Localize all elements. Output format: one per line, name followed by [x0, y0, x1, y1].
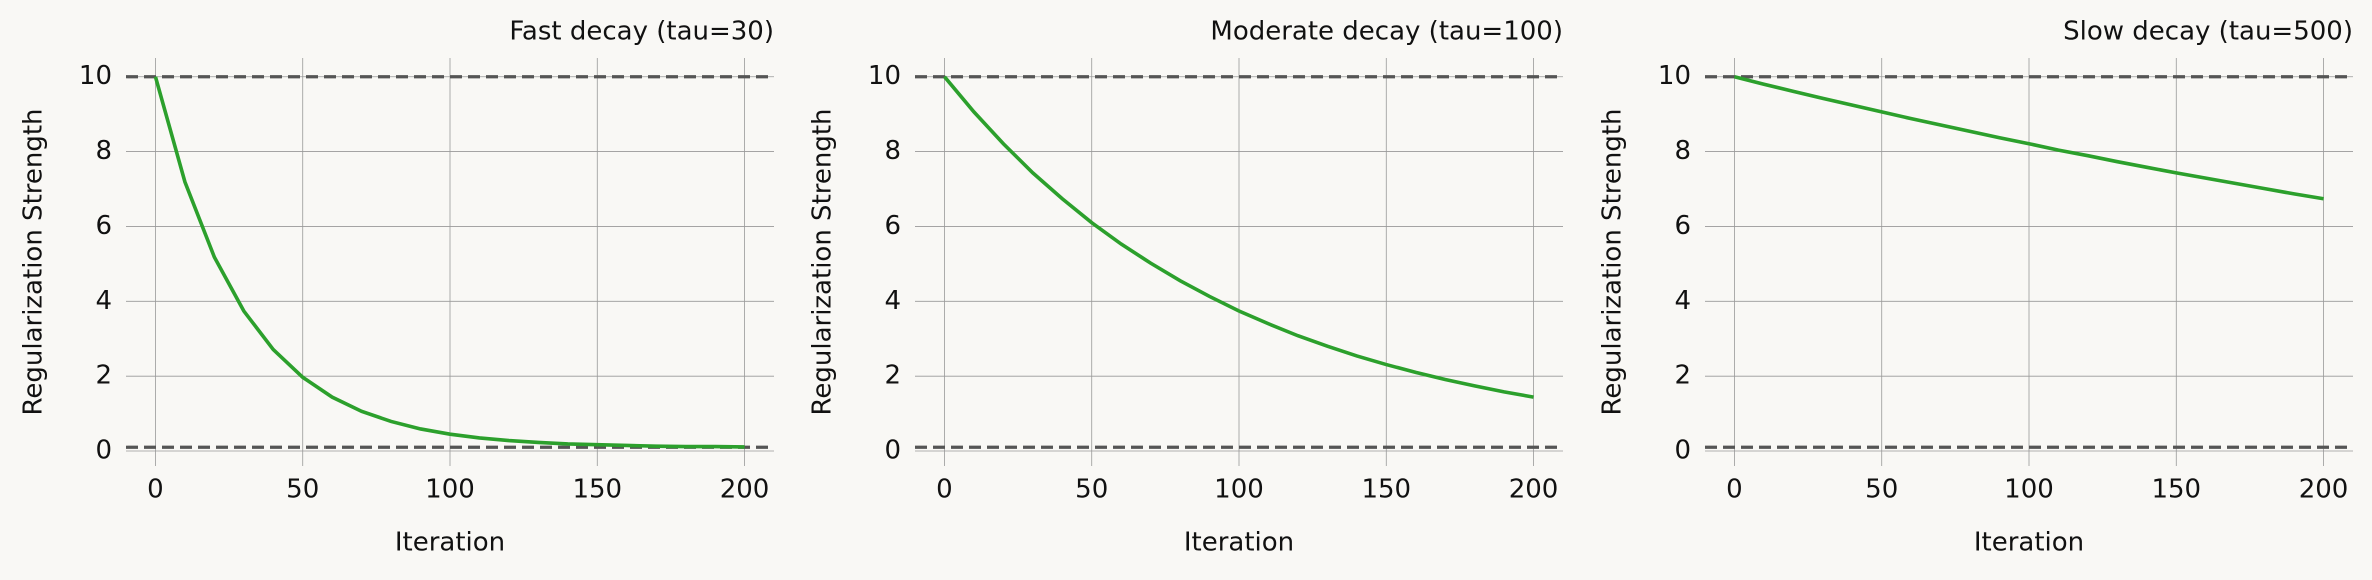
y-tick-label: 8	[884, 136, 901, 166]
y-tick-label: 10	[79, 61, 112, 91]
x-tick-label: 0	[147, 475, 164, 505]
x-tick-label: 150	[572, 475, 622, 505]
x-axis-label: Iteration	[1184, 528, 1294, 558]
data-line	[153, 76, 745, 449]
chart-title: Fast decay (tau=30)	[509, 17, 774, 47]
y-tick-label: 6	[95, 211, 112, 241]
x-tick-label: 150	[1361, 475, 1411, 505]
y-tick-label: 4	[95, 286, 112, 316]
y-tick-label: 2	[95, 361, 112, 391]
y-tick-label: 6	[884, 211, 901, 241]
x-tick-label: 50	[1865, 475, 1898, 505]
x-tick-label: 0	[936, 475, 953, 505]
data-line	[943, 75, 1534, 399]
y-tick-label: 0	[1674, 436, 1691, 466]
y-tick-label: 0	[884, 436, 901, 466]
x-tick-label: 200	[720, 475, 770, 505]
x-tick-label: 200	[2299, 475, 2349, 505]
y-tick-label: 10	[868, 61, 901, 91]
y-axis-label: Regularization Strength	[808, 108, 838, 415]
y-tick-label: 8	[95, 136, 112, 166]
x-tick-label: 200	[1509, 475, 1559, 505]
chart-title: Moderate decay (tau=100)	[1210, 17, 1563, 47]
x-axis-label: Iteration	[1974, 528, 2084, 558]
y-tick-label: 2	[884, 361, 901, 391]
y-axis-label: Regularization Strength	[19, 108, 49, 415]
x-tick-label: 100	[1214, 475, 1264, 505]
x-tick-label: 100	[2004, 475, 2054, 505]
y-tick-label: 0	[95, 436, 112, 466]
x-tick-label: 50	[286, 475, 319, 505]
x-tick-label: 0	[1726, 475, 1743, 505]
y-tick-label: 6	[1674, 211, 1691, 241]
x-axis-label: Iteration	[395, 528, 505, 558]
data-line	[1734, 74, 2324, 201]
x-tick-label: 100	[425, 475, 475, 505]
y-axis-label: Regularization Strength	[1598, 108, 1628, 415]
y-tick-label: 4	[884, 286, 901, 316]
y-tick-label: 10	[1658, 61, 1691, 91]
x-tick-label: 50	[1075, 475, 1108, 505]
y-tick-label: 4	[1674, 286, 1691, 316]
chart-title: Slow decay (tau=500)	[2063, 17, 2353, 47]
y-tick-label: 2	[1674, 361, 1691, 391]
y-tick-label: 8	[1674, 136, 1691, 166]
x-tick-label: 150	[2151, 475, 2201, 505]
